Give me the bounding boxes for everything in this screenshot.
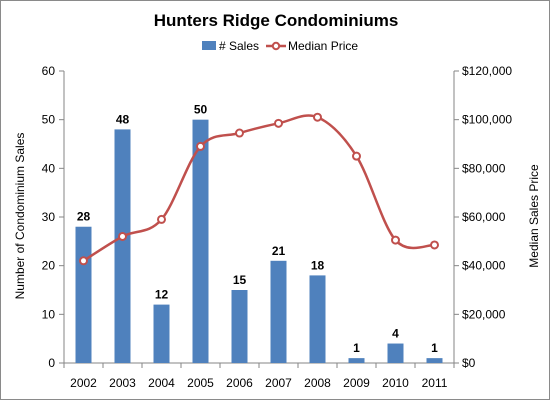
x-tick-label: 2011 — [422, 376, 448, 390]
bar-data-label: 15 — [233, 273, 247, 287]
x-tick-label: 2003 — [109, 376, 136, 390]
y-tick-label: 30 — [42, 210, 56, 224]
y2-tick-label: $40,000 — [462, 259, 506, 273]
bar-data-label: 28 — [77, 210, 91, 224]
bar-data-label: 1 — [353, 341, 360, 355]
median-price-point — [274, 118, 283, 128]
y2-axis-title: Median Sales Price — [527, 164, 541, 268]
median-price-point — [196, 141, 205, 151]
legend-marker-price — [271, 41, 281, 51]
bar — [348, 358, 365, 363]
y-tick-label: 50 — [42, 113, 56, 127]
x-tick-label: 2005 — [187, 376, 214, 390]
y-tick-label: 20 — [42, 259, 56, 273]
chart-title: Hunters Ridge Condominiums — [154, 11, 399, 30]
bar-data-label: 4 — [392, 327, 399, 341]
legend: # Sales Median Price — [202, 39, 358, 53]
median-price-point — [79, 256, 88, 266]
x-tick-label: 2002 — [70, 376, 97, 390]
bar-data-label: 12 — [155, 288, 169, 302]
bar-data-label: 18 — [311, 258, 325, 272]
y-tick-label: 10 — [42, 307, 56, 321]
y-tick-label: 60 — [42, 64, 56, 78]
y2-tick-label: $120,000 — [462, 64, 512, 78]
median-price-line — [82, 114, 435, 262]
bar — [114, 129, 131, 363]
median-price-point — [430, 240, 439, 250]
bar — [426, 358, 443, 363]
y2-tick-label: $60,000 — [462, 210, 506, 224]
bar-data-label: 1 — [431, 341, 438, 355]
x-tick-label: 2009 — [343, 376, 370, 390]
y-axis-title: Number of Condominium Sales — [13, 133, 27, 300]
bar-data-label: 50 — [194, 103, 208, 117]
legend-label-price: Median Price — [288, 39, 358, 53]
median-price-point — [391, 235, 400, 245]
bar — [192, 119, 209, 364]
x-tick-label: 2006 — [226, 376, 253, 390]
bar — [270, 260, 287, 363]
y-tick-label: 0 — [48, 356, 55, 370]
x-tick-label: 2008 — [304, 376, 331, 390]
x-tick-label: 2007 — [265, 376, 292, 390]
x-tick-label: 2004 — [148, 376, 175, 390]
legend-swatch-sales — [202, 41, 216, 50]
y2-tick-label: $100,000 — [462, 113, 512, 127]
bar-data-label: 48 — [116, 112, 130, 126]
median-price-point — [313, 112, 322, 122]
x-tick-label: 2010 — [382, 376, 409, 390]
bar-data-label: 21 — [272, 244, 286, 258]
median-price-point — [118, 231, 127, 241]
plot-area: 0 10 20 30 40 50 60 $0 $20,000 $40,000 $60,000 $80,… — [42, 64, 513, 390]
bar — [309, 275, 326, 363]
median-price-point — [352, 151, 361, 161]
median-price-point — [235, 128, 244, 138]
y-tick-label: 40 — [42, 161, 56, 175]
y2-tick-label: $0 — [462, 356, 476, 370]
bar — [153, 304, 170, 363]
bar — [75, 226, 92, 363]
y2-tick-label: $20,000 — [462, 307, 506, 321]
median-price-point — [157, 214, 166, 224]
legend-label-sales: # Sales — [219, 39, 259, 53]
bar — [387, 343, 404, 363]
bar — [231, 290, 248, 363]
y2-tick-label: $80,000 — [462, 161, 506, 175]
